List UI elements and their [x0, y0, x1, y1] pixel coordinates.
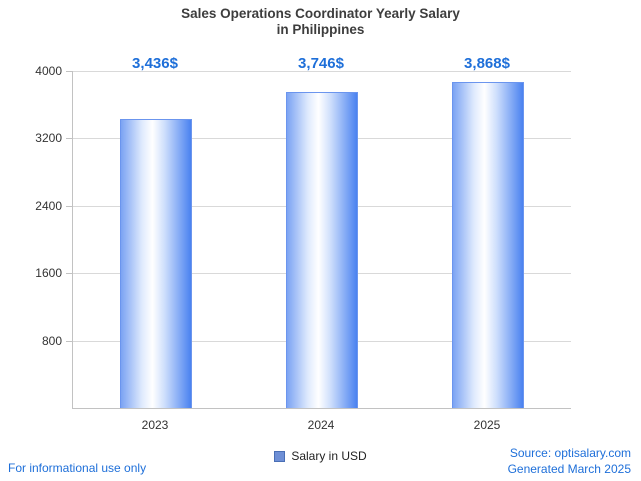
bar-2025[interactable]	[452, 82, 524, 408]
legend-swatch-icon	[274, 450, 286, 462]
bar-value-label-2023: 3,436$	[132, 55, 178, 72]
y-axis-tick-label: 1600	[35, 266, 62, 281]
chart-title: Sales Operations Coordinator Yearly Sala…	[0, 6, 641, 38]
y-axis-tick-label: 4000	[35, 64, 62, 78]
chart-title-line2: in Philippines	[276, 22, 365, 37]
bar-2024[interactable]	[286, 92, 358, 408]
bar-2023[interactable]	[120, 118, 192, 408]
chart-title-line1: Sales Operations Coordinator Yearly Sala…	[181, 6, 460, 21]
legend-item[interactable]: Salary in USD	[0, 449, 641, 463]
y-axis-tick-mark	[66, 340, 72, 342]
disclaimer-text: For informational use only	[8, 461, 147, 475]
y-axis-tick-mark	[66, 71, 72, 72]
y-axis-tick-label: 2400	[35, 198, 62, 213]
y-axis-tick-mark	[66, 205, 72, 207]
y-axis-tick-label: 3200	[35, 131, 62, 146]
x-axis-label-2023: 2023	[141, 418, 169, 432]
bar-value-label-2024: 3,746$	[298, 55, 344, 72]
x-axis-label-2024: 2024	[307, 418, 335, 432]
gridline	[73, 71, 571, 72]
generated-date: Generated March 2025	[507, 462, 631, 476]
legend-label: Salary in USD	[291, 449, 367, 463]
plot-area	[72, 71, 571, 409]
source-link[interactable]: Source: optisalary.com	[509, 446, 631, 460]
y-axis-tick-mark	[66, 138, 72, 140]
bar-value-label-2025: 3,868$	[464, 55, 510, 72]
y-axis-tick-label: 800	[41, 333, 62, 348]
source-info: Source: optisalary.com Generated March 2…	[508, 445, 631, 477]
x-axis-label-2025: 2025	[473, 418, 501, 432]
y-axis-tick-mark	[66, 273, 72, 275]
